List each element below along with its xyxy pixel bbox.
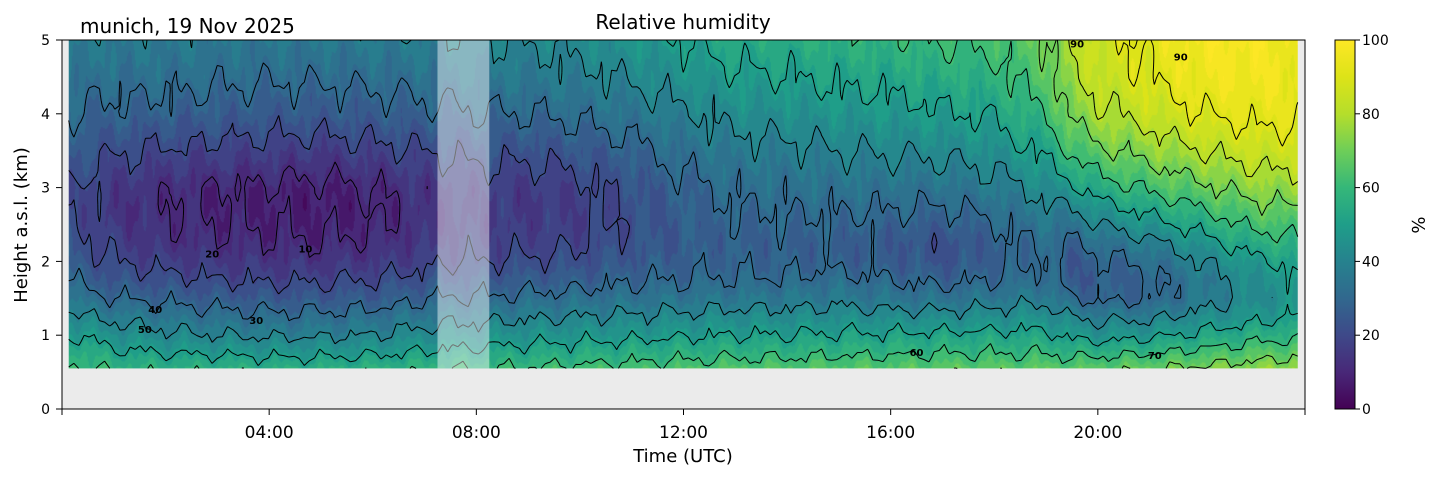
y-axis-label: Height a.s.l. (km) xyxy=(11,147,32,303)
colorbar-tick-label: 0 xyxy=(1362,402,1371,418)
x-tick-label: 04:00 xyxy=(245,423,294,443)
colorbar xyxy=(1335,40,1355,409)
y-axis: 0 1 2 3 4 5 xyxy=(41,33,62,418)
contour-60 xyxy=(68,40,1299,369)
x-axis-label: Time (UTC) xyxy=(632,446,733,467)
x-tick-label: 20:00 xyxy=(1073,423,1122,443)
contour-lines xyxy=(68,40,1299,369)
contour-50 xyxy=(68,40,1298,366)
contour-80 xyxy=(1068,40,1299,186)
x-tick-label: 12:00 xyxy=(659,423,708,443)
contour-label: 90 xyxy=(1070,39,1084,50)
colorbar-tick-label: 20 xyxy=(1362,328,1380,344)
contour-label: 40 xyxy=(148,305,162,316)
colorbar-tick-label: 80 xyxy=(1362,107,1380,123)
colorbar-tick-label: 60 xyxy=(1362,181,1380,197)
contour-label: 30 xyxy=(249,316,263,327)
contour-20 xyxy=(68,115,938,295)
contour-40 xyxy=(68,40,1273,345)
contour-label: 70 xyxy=(1148,351,1162,362)
contour-30 xyxy=(68,62,1182,322)
x-axis: 04:00 08:00 12:00 16:00 20:00 xyxy=(61,409,1306,443)
contour-10 xyxy=(157,161,428,258)
y-tick-label: 2 xyxy=(41,254,50,270)
contour-label: 20 xyxy=(205,250,219,261)
contour-70 xyxy=(953,40,1298,369)
colorbar-frame xyxy=(1334,39,1356,410)
y-tick-label: 3 xyxy=(41,181,50,197)
chart-title: Relative humidity xyxy=(595,10,770,34)
y-tick-label: 4 xyxy=(41,107,50,123)
contour-label: 60 xyxy=(910,348,924,359)
y-tick-label: 5 xyxy=(41,33,50,49)
colorbar-label: % xyxy=(1407,216,1428,233)
contour-labels: 10 20 30 40 50 60 70 90 90 xyxy=(138,39,1188,361)
x-tick-label: 08:00 xyxy=(452,423,501,443)
contour-label: 50 xyxy=(138,325,152,336)
colorbar-tick-label: 100 xyxy=(1362,33,1389,49)
y-tick-label: 0 xyxy=(41,402,50,418)
contour-label: 10 xyxy=(298,245,312,256)
contour-label: 90 xyxy=(1174,53,1188,64)
contour-90 xyxy=(1115,40,1299,147)
missing-data-band xyxy=(437,40,490,369)
y-tick-label: 1 xyxy=(41,328,50,344)
x-tick-label: 16:00 xyxy=(866,423,915,443)
colorbar-ticks: 0 20 40 60 80 100 xyxy=(1355,33,1389,418)
colorbar-tick-label: 40 xyxy=(1362,254,1380,270)
site-date-label: munich, 19 Nov 2025 xyxy=(80,14,295,38)
